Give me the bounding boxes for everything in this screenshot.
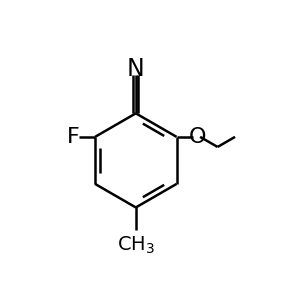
Text: N: N [127,57,145,81]
Text: CH$_3$: CH$_3$ [117,235,155,256]
Text: O: O [189,127,206,147]
Text: F: F [67,127,80,147]
